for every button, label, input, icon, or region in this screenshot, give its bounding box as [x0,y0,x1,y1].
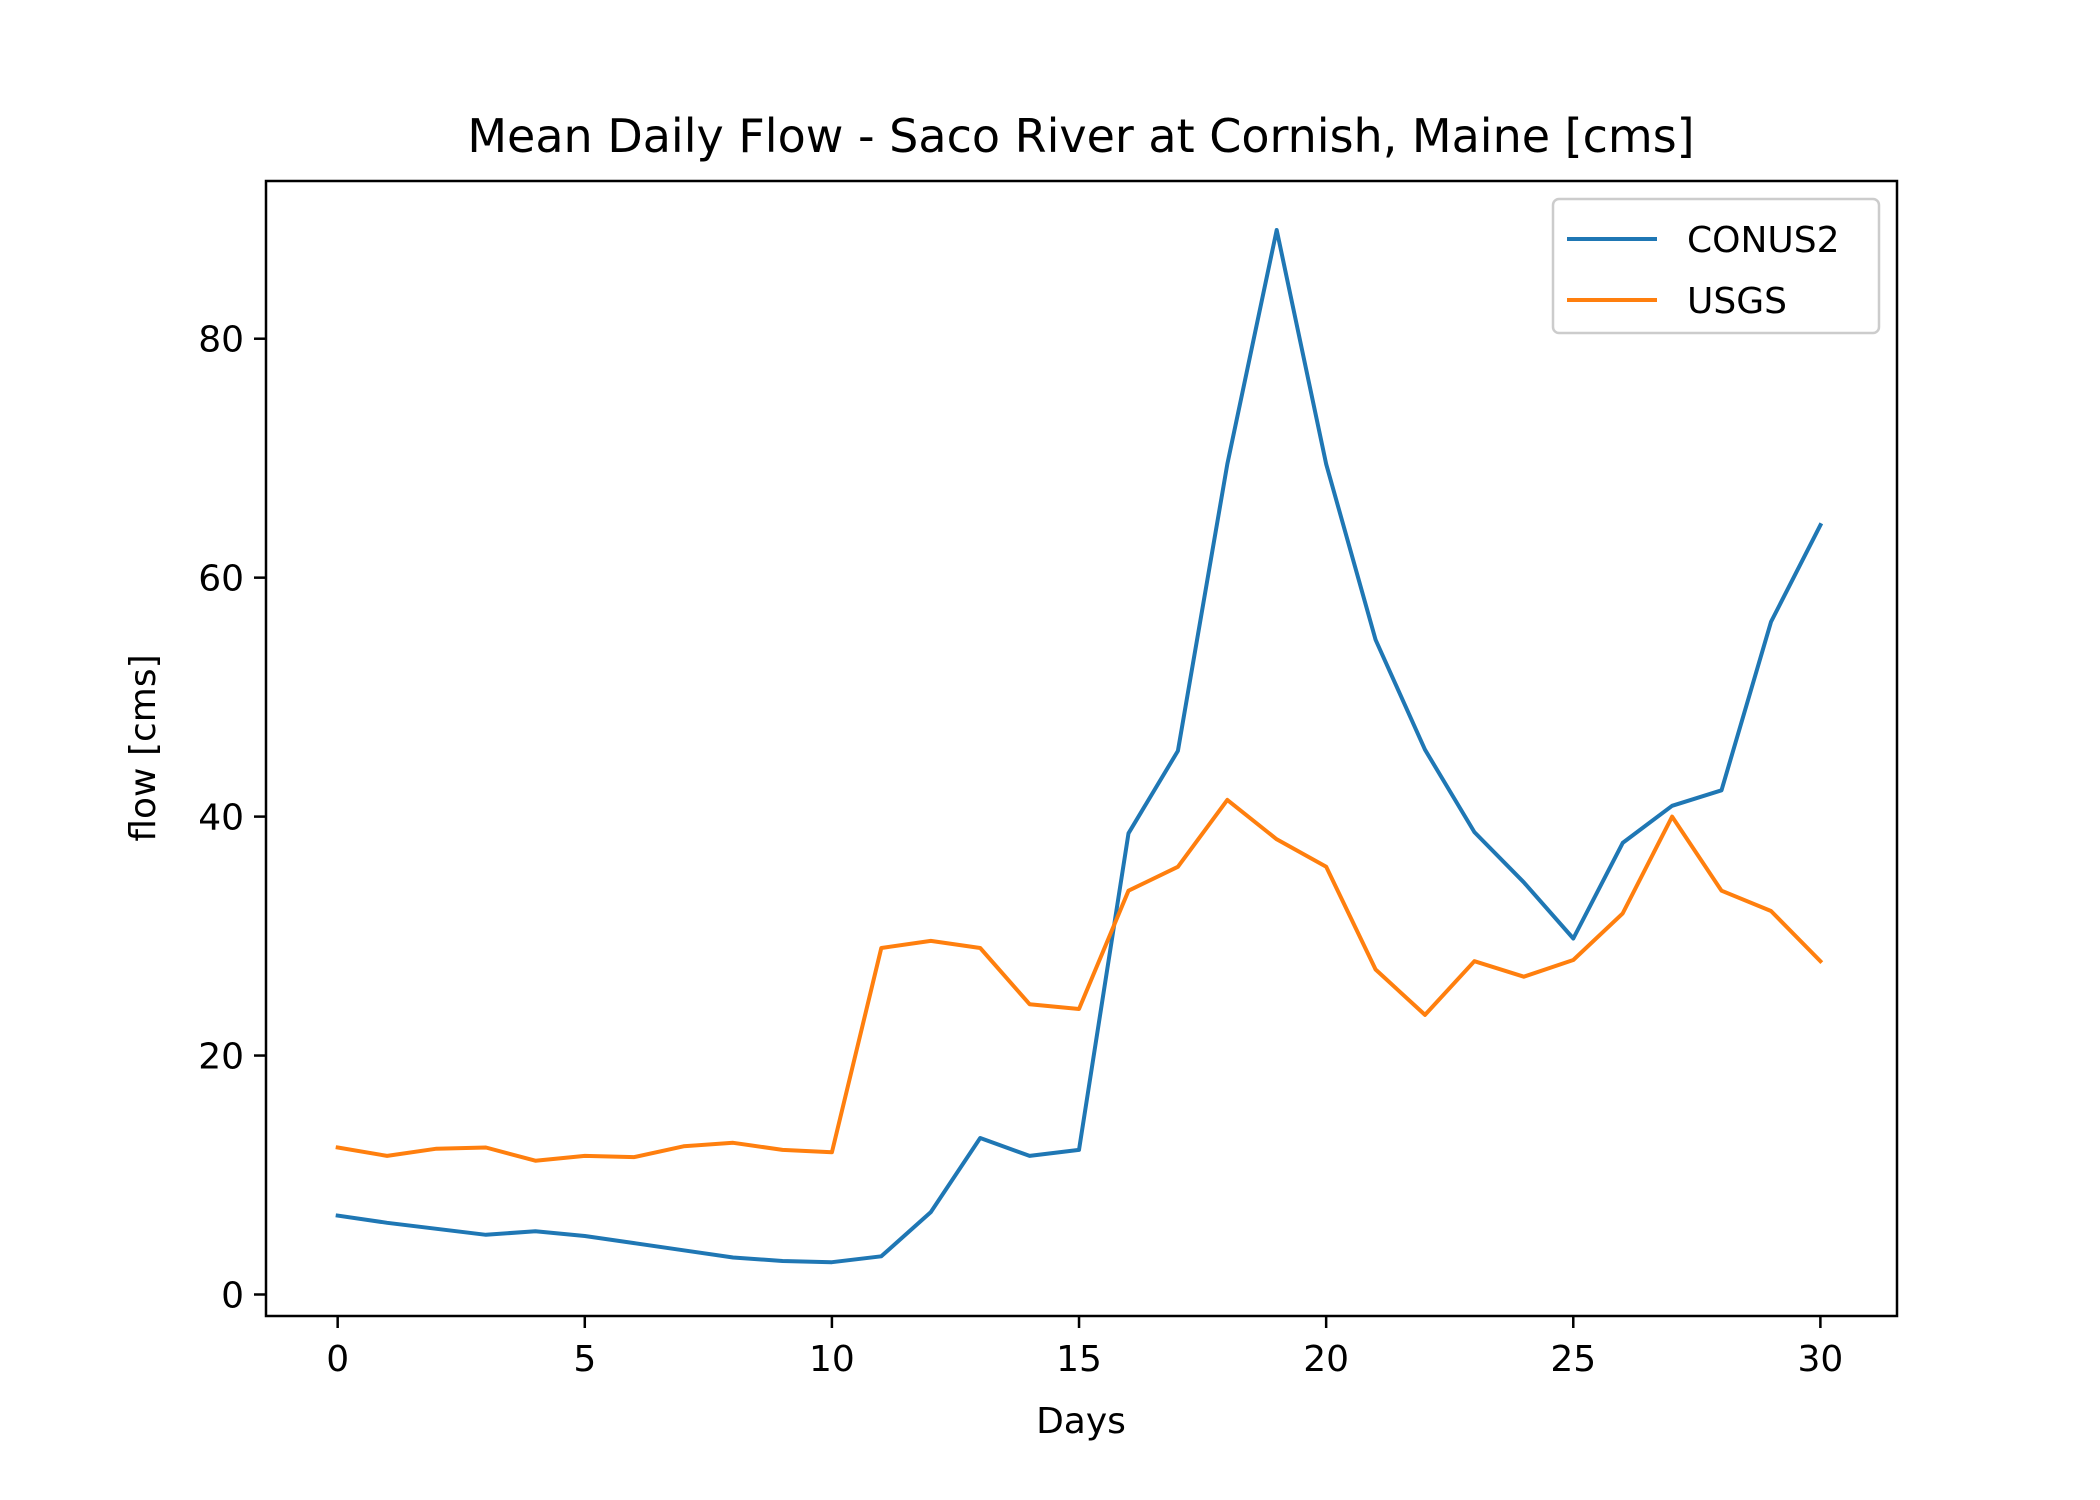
plot-area [335,228,1824,1265]
y-tick-label: 60 [198,559,244,600]
x-tick-label: 30 [1797,1339,1843,1380]
axes-frame [264,179,1899,1318]
y-axis-label: flow [cms] [123,654,164,841]
y-tick-label: 20 [198,1037,244,1078]
x-tick-label: 10 [809,1339,855,1380]
x-tick-label: 5 [573,1339,596,1380]
y-tick-label: 0 [221,1275,244,1316]
legend-label-conus2: CONUS2 [1687,220,1840,261]
y-tick-label: 80 [198,320,244,361]
x-tick-label: 15 [1056,1339,1102,1380]
series-line-usgs [335,797,1824,1163]
axis-ticks: 0 5 10 15 20 25 30 0 20 40 60 80 [198,320,1843,1380]
x-tick-label: 20 [1303,1339,1349,1380]
y-tick-label: 40 [198,798,244,839]
series-line-conus2 [335,228,1824,1265]
x-axis-label: Days [1036,1401,1126,1442]
legend: CONUS2 USGS [1551,197,1881,335]
x-tick-label: 25 [1550,1339,1596,1380]
chart-title: Mean Daily Flow - Saco River at Cornish,… [467,109,1694,163]
legend-label-usgs: USGS [1687,281,1787,322]
x-tick-label: 0 [326,1339,349,1380]
